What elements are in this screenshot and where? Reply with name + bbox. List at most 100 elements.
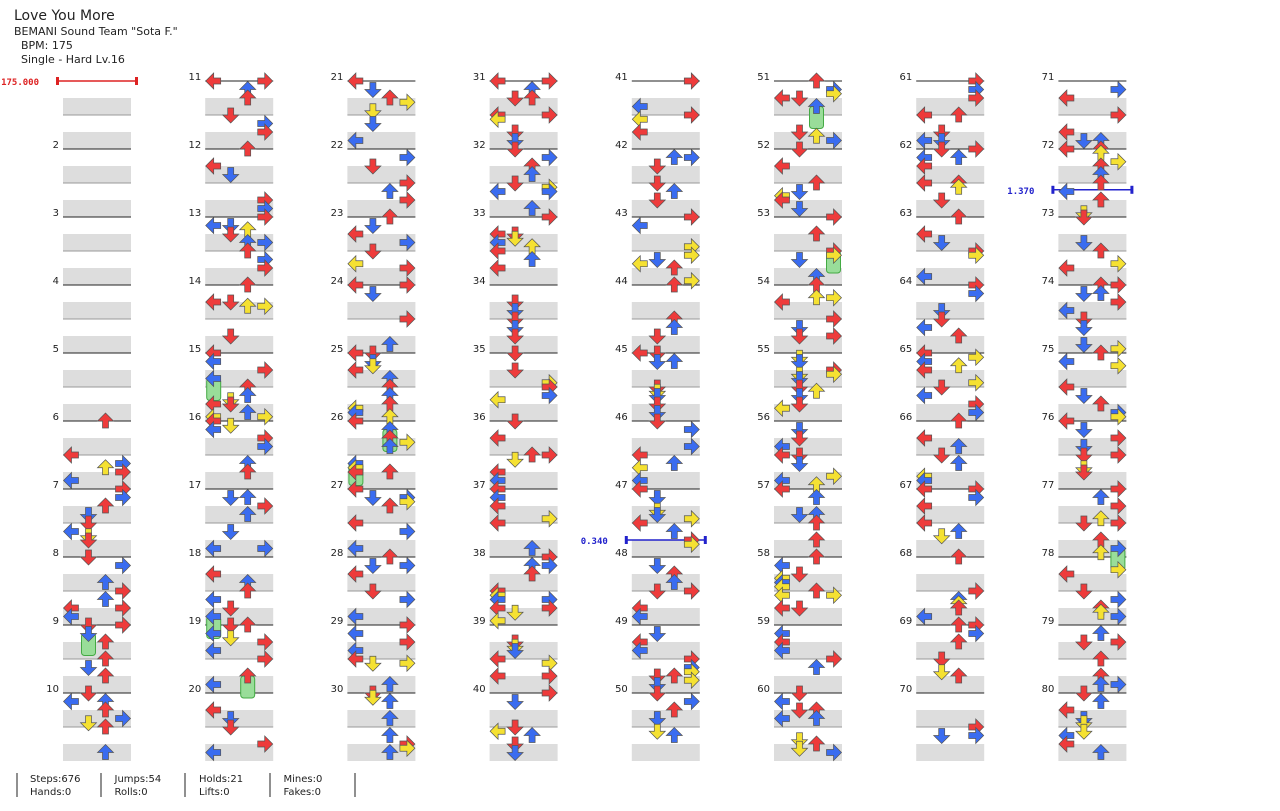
arrow	[790, 430, 809, 447]
arrow	[1058, 565, 1075, 583]
beat-band	[489, 268, 558, 285]
beat-band	[631, 302, 700, 319]
arrow	[347, 344, 364, 362]
measure-number: 54	[757, 276, 770, 287]
arrow	[1092, 603, 1110, 620]
arrow	[807, 225, 826, 242]
arrow	[683, 72, 700, 90]
beat-band	[63, 540, 131, 557]
arrow	[790, 124, 809, 141]
song-title: Love You More	[14, 8, 115, 24]
arrow	[932, 651, 951, 668]
arrow	[238, 506, 257, 522]
arrow	[916, 607, 933, 626]
beat-band	[347, 676, 416, 693]
arrow	[381, 336, 399, 352]
arrow	[774, 293, 790, 311]
arrow	[238, 140, 257, 157]
arrow	[541, 72, 558, 90]
arrow	[489, 242, 506, 260]
arrow	[790, 447, 809, 464]
measure-number: 65	[899, 344, 912, 355]
beat-band	[63, 268, 131, 285]
arrow	[489, 110, 506, 129]
arrow	[205, 352, 222, 371]
beat-band	[489, 642, 558, 659]
arrow	[79, 532, 98, 549]
beat-band	[205, 676, 274, 693]
beat-band	[631, 608, 700, 625]
arrow	[774, 89, 790, 107]
arrow	[347, 276, 364, 294]
beat-band	[774, 370, 842, 387]
arrow	[1058, 123, 1075, 141]
arrow	[506, 643, 524, 659]
beat-band	[63, 574, 131, 591]
beat-band	[63, 744, 131, 761]
beat-band	[916, 98, 985, 115]
arrow	[790, 379, 809, 396]
arrow	[221, 107, 240, 124]
arrow	[347, 254, 364, 273]
measure-number: 34	[473, 276, 486, 287]
arrow	[399, 310, 416, 328]
arrow	[221, 600, 240, 617]
measure-number: 4	[53, 276, 59, 287]
measure-number: 71	[1042, 72, 1055, 83]
measure-number: 19	[188, 616, 201, 627]
measure-number: 24	[331, 276, 344, 287]
arrow	[257, 407, 274, 426]
measure-number: 14	[188, 276, 201, 287]
arrow	[1058, 259, 1075, 277]
arrow	[257, 259, 274, 277]
arrow	[932, 664, 951, 681]
arrow	[257, 633, 274, 651]
beat-band	[774, 268, 842, 285]
arrow	[1058, 89, 1075, 107]
measure-number: 58	[757, 548, 770, 559]
arrow	[79, 549, 98, 566]
stat: Rolls:0	[115, 787, 148, 798]
measure-number: 46	[615, 412, 628, 423]
arrow	[506, 745, 524, 761]
arrow	[541, 386, 558, 405]
arrow	[541, 667, 558, 685]
arrow	[257, 208, 274, 226]
arrow	[1110, 254, 1127, 273]
arrow	[968, 582, 985, 600]
arrow	[79, 515, 98, 532]
arrow	[648, 388, 667, 404]
arrow	[399, 522, 416, 541]
measure-number: 74	[1042, 276, 1055, 287]
arrow	[381, 438, 399, 454]
stat: Steps:676	[30, 774, 80, 785]
beat-band	[347, 438, 416, 455]
arrow	[916, 267, 933, 286]
arrow	[932, 192, 951, 209]
arrow	[790, 740, 809, 757]
arrow	[774, 191, 790, 209]
arrow	[399, 616, 416, 634]
arrow	[1092, 489, 1110, 505]
arrow	[826, 365, 842, 384]
measure-number: 61	[899, 72, 912, 83]
arrow	[238, 242, 257, 259]
beat-band	[631, 472, 700, 489]
arrow	[1075, 311, 1093, 328]
arrow	[631, 607, 648, 626]
measure-number: 45	[615, 344, 628, 355]
arrow	[506, 362, 524, 379]
beat-band	[1058, 506, 1127, 523]
measure-number: 27	[331, 480, 344, 491]
arrow	[1092, 625, 1110, 641]
beat-band	[489, 404, 558, 421]
arrow	[648, 158, 667, 175]
arrow	[949, 523, 968, 539]
arrow	[489, 611, 506, 630]
beat-band	[489, 710, 558, 727]
beat-band	[916, 540, 985, 557]
beat-band	[347, 642, 416, 659]
marker-end	[56, 77, 59, 85]
arrow	[399, 492, 416, 511]
measure-number: 25	[331, 344, 344, 355]
